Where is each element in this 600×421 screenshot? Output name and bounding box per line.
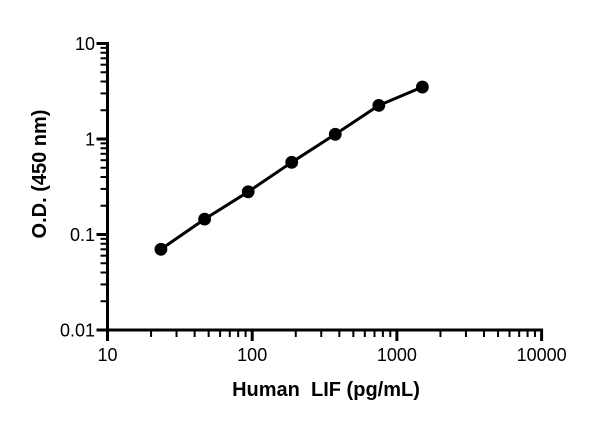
data-point xyxy=(328,127,342,141)
y-tick-label: 0.1 xyxy=(70,225,95,245)
x-axis-title: Human LIF (pg/mL) xyxy=(232,379,420,401)
y-tick-label: 10 xyxy=(75,34,95,54)
data-point xyxy=(372,98,386,112)
data-point xyxy=(285,155,299,169)
x-tick-label: 1000 xyxy=(377,345,417,365)
x-tick-label: 10 xyxy=(97,345,117,365)
y-axis-title: O.D. (450 nm) xyxy=(29,109,51,239)
x-tick-label: 100 xyxy=(237,345,267,365)
data-point xyxy=(154,242,168,256)
y-tick-label: 0.01 xyxy=(60,321,95,341)
data-point xyxy=(241,185,255,199)
y-tick-label: 1 xyxy=(85,130,95,150)
data-point xyxy=(198,212,212,226)
data-point xyxy=(415,80,429,94)
x-tick-label: 10000 xyxy=(517,345,567,365)
